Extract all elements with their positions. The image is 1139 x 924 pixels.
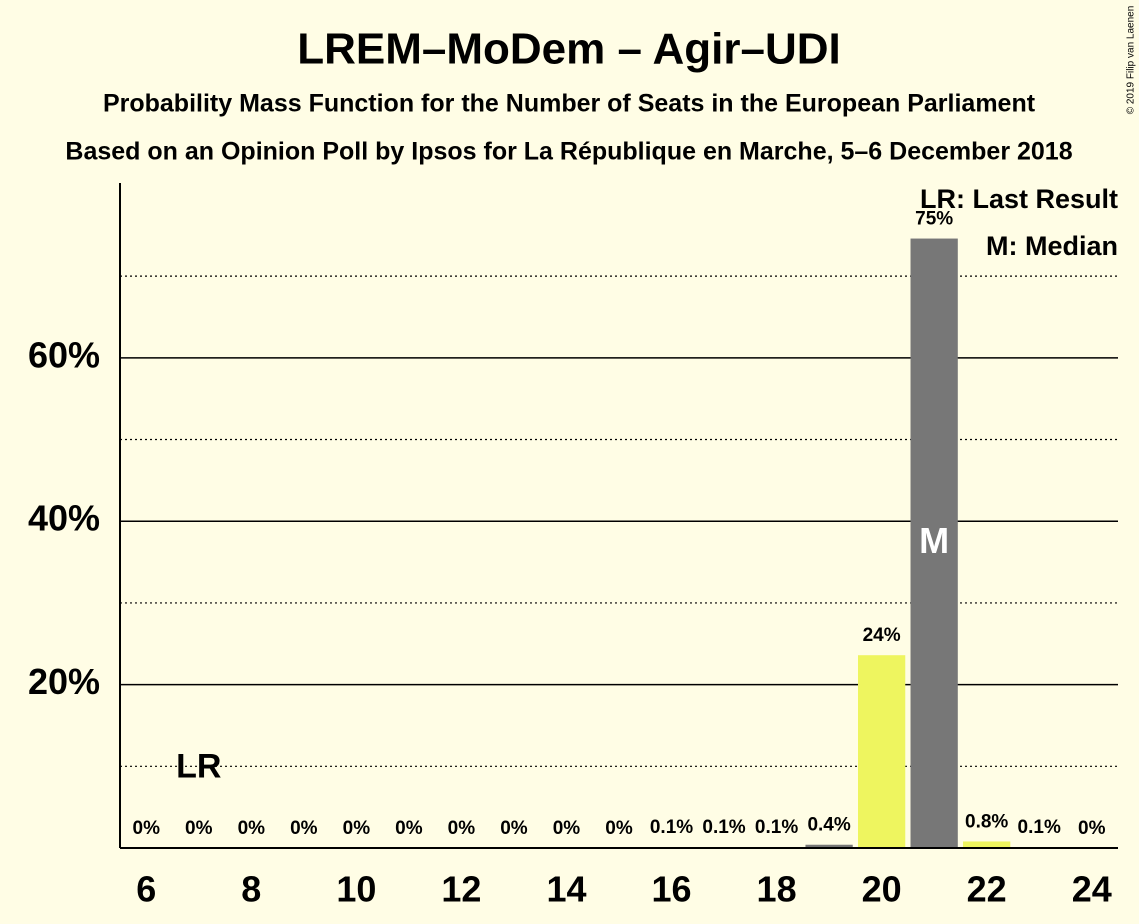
x-tick-label: 14 bbox=[546, 869, 586, 910]
value-label: 0.1% bbox=[1018, 817, 1061, 838]
value-label: 0% bbox=[448, 818, 476, 839]
x-tick-label: 20 bbox=[862, 869, 902, 910]
value-label: 0% bbox=[133, 818, 161, 839]
bar bbox=[857, 655, 906, 848]
y-tick-label: 60% bbox=[28, 334, 100, 375]
median-marker: M bbox=[919, 520, 949, 561]
value-label: 0.1% bbox=[650, 817, 693, 838]
y-tick-label: 20% bbox=[28, 661, 100, 702]
value-label: 0% bbox=[185, 818, 213, 839]
x-tick-label: 10 bbox=[336, 869, 376, 910]
x-tick-label: 8 bbox=[241, 869, 261, 910]
value-label: 24% bbox=[863, 625, 901, 646]
value-label: 0% bbox=[395, 818, 423, 839]
value-label: 0% bbox=[553, 818, 581, 839]
legend-entry: M: Median bbox=[986, 231, 1118, 261]
x-tick-label: 18 bbox=[757, 869, 797, 910]
bar bbox=[805, 844, 853, 848]
x-tick-label: 12 bbox=[441, 869, 481, 910]
value-label: 0% bbox=[1078, 818, 1106, 839]
value-label: 0.1% bbox=[755, 817, 798, 838]
value-label: 0.8% bbox=[965, 811, 1008, 832]
chart-subtitle: Based on an Opinion Poll by Ipsos for La… bbox=[65, 138, 1072, 166]
chart-title: LREM–MoDem – Agir–UDI bbox=[297, 25, 841, 74]
value-label: 0% bbox=[605, 818, 633, 839]
copyright: © 2019 Filip van Laenen bbox=[1126, 6, 1137, 115]
last-result-marker: LR bbox=[176, 747, 221, 785]
value-label: 0.1% bbox=[702, 817, 745, 838]
value-label: 0% bbox=[238, 818, 266, 839]
x-tick-label: 24 bbox=[1072, 869, 1112, 910]
chart-subtitle: Probability Mass Function for the Number… bbox=[103, 90, 1036, 118]
bar bbox=[910, 238, 958, 848]
value-label: 0% bbox=[343, 818, 371, 839]
value-label: 0% bbox=[500, 818, 528, 839]
y-tick-label: 40% bbox=[28, 498, 100, 539]
x-tick-label: 6 bbox=[136, 869, 156, 910]
x-tick-label: 22 bbox=[967, 869, 1007, 910]
bar bbox=[963, 841, 1011, 848]
value-label: 0.4% bbox=[807, 815, 850, 836]
x-tick-label: 16 bbox=[652, 869, 692, 910]
value-label: 0% bbox=[290, 818, 318, 839]
legend-entry: LR: Last Result bbox=[920, 184, 1118, 214]
value-label: 75% bbox=[915, 209, 953, 230]
